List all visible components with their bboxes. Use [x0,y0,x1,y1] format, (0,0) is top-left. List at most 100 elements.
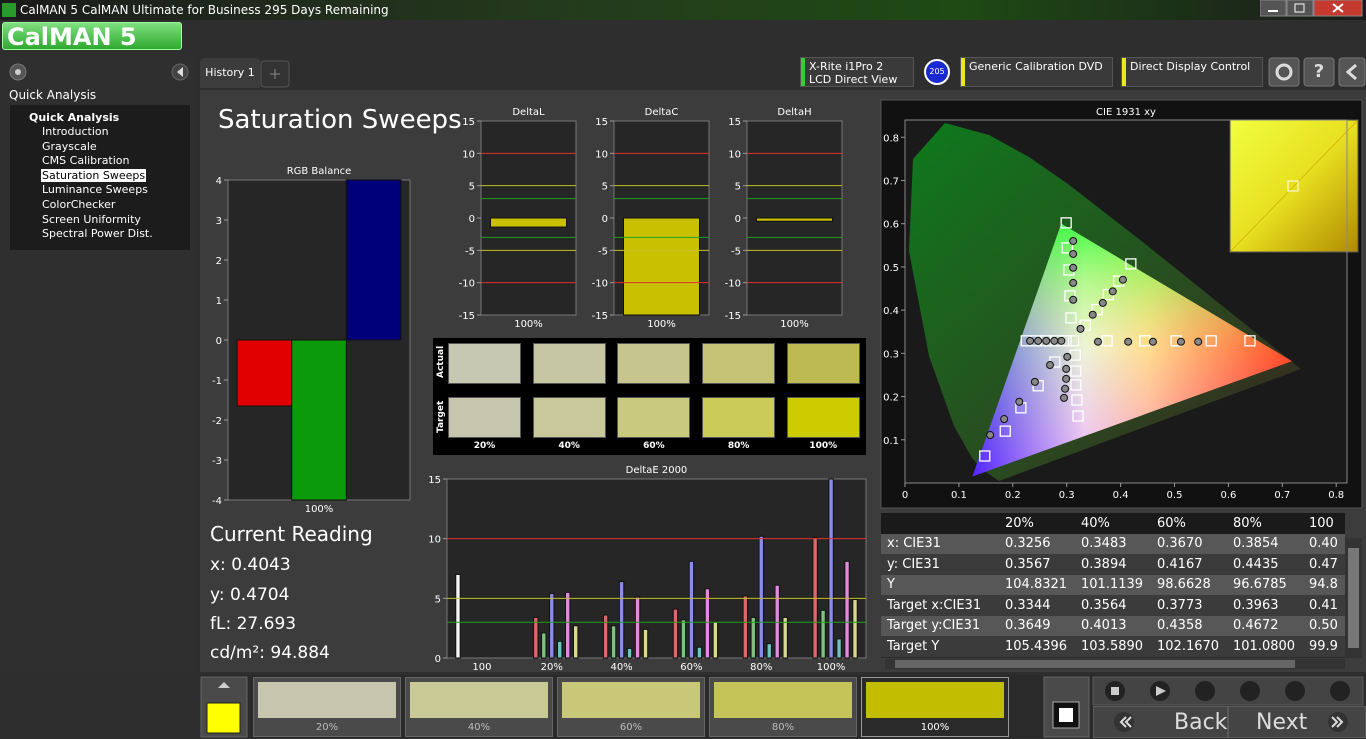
x-tick-label: 0.1 [951,490,967,501]
table-cell: 0.3567 [999,554,1075,575]
tree-item[interactable]: Spectral Power Dist. [41,227,190,242]
tree-item[interactable]: Luminance Sweeps [41,183,190,198]
tree-item[interactable]: ColorChecker [41,198,190,213]
table-cell: 103.5890 [1075,636,1151,657]
bar [828,478,834,659]
row-label: Target y:CIE31 [881,615,999,636]
y-tick-label: 5 [602,182,608,193]
gamut-shade [972,223,1293,477]
x-tick-label: 0.6 [1220,490,1236,501]
playback-controls[interactable] [1043,676,1366,738]
tree-item[interactable]: Grayscale [41,140,190,155]
target-point [1244,335,1256,347]
x-tick-label: 100% [780,319,809,330]
target-point [1091,303,1103,316]
table-cell: 0.47 [1303,554,1345,575]
table-scrollbar[interactable] [1345,538,1362,658]
bar [490,217,567,228]
add-tab[interactable] [260,60,290,88]
table-cell: 0.50 [1303,615,1345,636]
bar [820,609,826,659]
y-tick-label: -5 [598,246,608,257]
help-button[interactable]: ? [1313,61,1325,82]
strip-swatch[interactable]: 100% [861,677,1009,737]
strip-color [258,682,396,718]
table-cell: 0.3670 [1151,533,1227,554]
logo[interactable]: CalMAN 5 [2,22,182,51]
source-dropdown[interactable]: Generic Calibration DVD [960,57,1113,87]
column-header: 100 [1303,513,1345,534]
strip-swatch[interactable]: 60% [557,677,705,737]
current-color-button[interactable] [200,676,248,738]
current-color [206,702,241,734]
tree-root[interactable]: Quick Analysis [29,111,120,124]
window-controls[interactable] [1260,0,1366,18]
tree-item[interactable]: Screen Uniformity [41,213,190,228]
target-point [1061,242,1073,254]
meter-dropdown[interactable]: X-Rite i1Pro 2 LCD Direct View [800,57,914,87]
measured-point [1118,275,1127,284]
bar [557,640,563,659]
table-hscrollbar[interactable] [885,658,1345,670]
measured-point [1148,337,1157,346]
bar [610,625,617,659]
strip-swatch[interactable]: 80% [709,677,857,737]
measured-point [1045,361,1054,370]
tree-item[interactable]: Saturation Sweeps [41,168,190,184]
history-tab[interactable]: History 1 [200,58,260,88]
y-tick-label: 5 [735,182,741,193]
x-tick-label: 0.8 [1328,490,1344,501]
y-tick-label: 0 [435,654,441,665]
swatch [702,343,776,384]
chart-title: DeltaE 2000 [626,465,688,476]
reading-line: cd/m²: 94.884 [210,643,330,664]
target-point [1125,258,1137,270]
measured-point [1026,336,1035,345]
bar [602,614,609,659]
y-tick-label: 5 [469,182,475,193]
display-dropdown[interactable]: Direct Display Control [1121,57,1263,87]
reading-heading: Current Reading [210,522,373,546]
measured-point [1057,336,1066,345]
table-cell: 0.4013 [1075,615,1151,636]
table-row: Target x:CIE31 0.3344 0.3564 0.3773 0.3963 0.… [881,595,1345,616]
bar [782,616,788,659]
bar [852,599,858,659]
measured-point [1042,336,1051,345]
swatch [786,397,860,438]
tree-item-label: Spectral Power Dist. [42,227,153,241]
nav-chevrons [1114,712,1348,732]
strip-swatch[interactable]: 20% [253,677,401,737]
measured-point [1061,384,1070,393]
table-cell: 0.3649 [999,615,1075,636]
y-tick-label: 5 [435,594,441,605]
swatch [532,397,606,438]
plot-area [446,478,867,659]
y-tick-label: -10 [592,279,608,290]
toolbar-buttons[interactable] [1268,57,1366,87]
meter-mode: LCD Direct View [809,73,898,86]
y-tick-label: -10 [725,279,741,290]
tree-item[interactable]: Introduction [41,125,190,140]
y-tick-label: 0 [469,214,475,225]
strip-swatch[interactable]: 40% [405,677,553,737]
target-point [1071,394,1083,406]
y-tick-label: 1 [216,296,222,307]
measured-point [1050,336,1059,345]
measured-point [1088,310,1097,319]
measured-point [1069,278,1078,287]
swatch [532,343,606,384]
tree-item-label: Screen Uniformity [42,212,141,226]
target-point [1065,312,1077,324]
bar [634,596,641,659]
meter-badge[interactable]: 205 [924,59,950,85]
table: 20% 40% 60% 80% 100 x: CIE31 0.3256 0.3483 0.367… [881,513,1345,657]
sidebar-controls[interactable] [8,62,192,82]
x-tick-label: 0.2 [1005,490,1021,501]
table-cell: 104.8321 [999,574,1075,595]
y-tick-label: 0.3 [883,349,899,360]
tree-item[interactable]: CMS Calibration [41,154,190,169]
bar [533,616,539,659]
table-cell: 102.1670 [1151,636,1227,657]
